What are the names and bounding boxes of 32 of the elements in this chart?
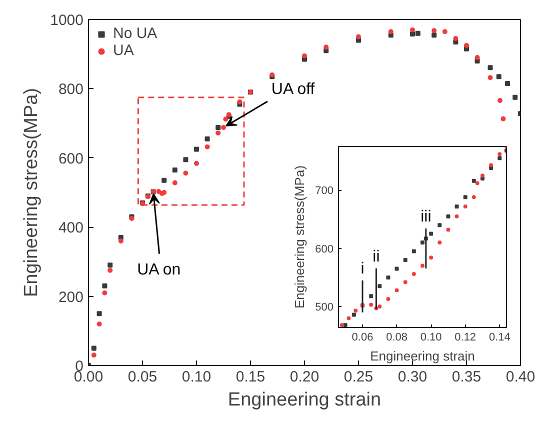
x-tick-label: 0.10: [182, 368, 212, 386]
x-tick-label: 0.14: [488, 332, 510, 344]
y-tick-label: 600: [315, 243, 334, 256]
x-tick-label: 0.20: [290, 368, 320, 386]
y-tick-label: 500: [315, 302, 334, 314]
y-tick-label: 700: [315, 185, 334, 198]
legend-label: No UA: [113, 25, 158, 42]
y-tick-label: 800: [58, 81, 84, 98]
x-tick-label: 0.06: [352, 332, 374, 344]
legend-label: UA: [113, 42, 134, 59]
annotation: UA off: [271, 80, 316, 98]
y-axis-title: Engineering stress(MPa): [21, 88, 42, 298]
x-axis-title: Engineering strain: [370, 348, 475, 364]
y-axis-title: Engineering stress(MPa): [292, 165, 308, 309]
y-tick-label: 200: [58, 288, 84, 306]
annotation: i: [360, 260, 364, 278]
y-tick-label: 400: [58, 220, 84, 237]
annotation: iii: [420, 208, 432, 226]
x-tick-label: 0.15: [236, 368, 266, 386]
x-tick-label: 0.12: [454, 332, 476, 344]
y-tick-label: 1000: [50, 12, 84, 29]
x-tick-label: 0.35: [452, 368, 482, 386]
x-axis-title: Engineering strain: [228, 390, 382, 410]
x-tick-label: 0.10: [420, 332, 442, 344]
x-tick-label: 0.30: [398, 368, 428, 386]
annotation: UA on: [137, 261, 181, 278]
x-tick-label: 0.05: [128, 368, 158, 386]
y-tick-label: 600: [58, 150, 84, 168]
x-tick-label: 0.25: [344, 368, 374, 386]
x-tick-label: 0.08: [386, 332, 408, 344]
x-tick-label: 0.40: [506, 368, 536, 386]
annotation: ii: [372, 248, 380, 266]
